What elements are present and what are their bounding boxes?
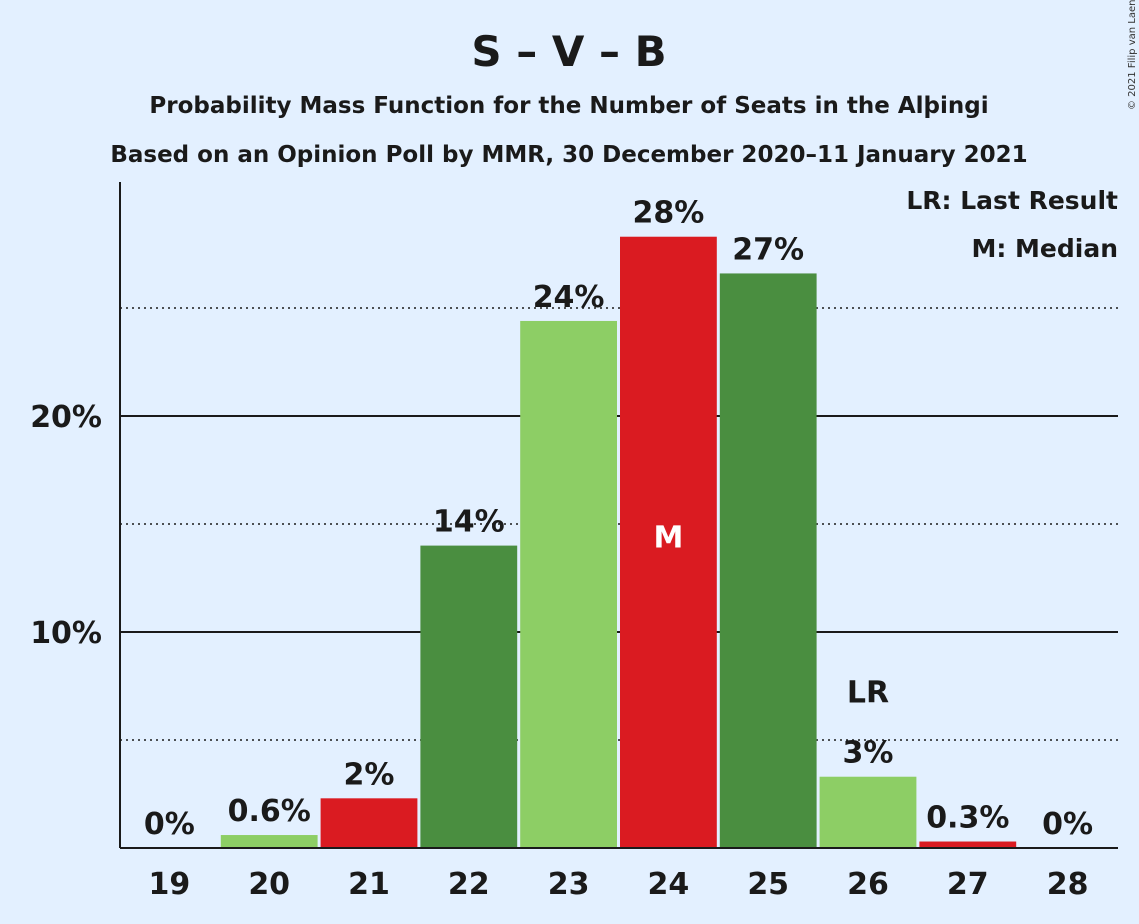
data-labels: 0% 0.6% 2% 14% 24% 28% M 27% 3% LR 0.3% 0% — [144, 196, 1093, 842]
data-label-22: 14% — [433, 505, 505, 540]
data-label-25: 27% — [732, 232, 804, 267]
bar-24 — [620, 236, 717, 849]
chart-source: Based on an Opinion Poll by MMR, 30 Dece… — [110, 142, 1027, 168]
legend-last-result: LR: Last Result — [906, 186, 1118, 215]
grid-lines — [120, 307, 1118, 741]
last-result-marker: LR — [847, 676, 889, 711]
median-marker: M — [653, 521, 683, 556]
bar-20 — [220, 835, 318, 848]
data-label-21: 2% — [344, 757, 395, 792]
bar-21 — [320, 798, 418, 848]
data-label-26: 3% — [843, 736, 894, 771]
x-tick-label-20: 20 — [248, 867, 290, 902]
y-axis: 10% 20% — [30, 182, 1118, 849]
x-tick-label-28: 28 — [1047, 867, 1089, 902]
x-tick-label-26: 26 — [847, 867, 889, 902]
y-tick-label-0: 10% — [30, 616, 102, 651]
chart-title: S – V – B — [471, 27, 666, 76]
bar-22 — [420, 545, 518, 848]
x-axis: 19 20 21 22 23 24 25 26 27 28 — [149, 867, 1089, 902]
data-label-19: 0% — [144, 807, 195, 842]
x-tick-label-22: 22 — [448, 867, 490, 902]
x-tick-label-25: 25 — [747, 867, 789, 902]
data-label-20: 0.6% — [228, 794, 311, 829]
chart-subtitle: Probability Mass Function for the Number… — [149, 93, 988, 119]
legend-median: M: Median — [971, 234, 1118, 263]
bar-26 — [819, 776, 917, 848]
data-label-27: 0.3% — [926, 801, 1009, 836]
data-label-28: 0% — [1042, 807, 1093, 842]
x-tick-label-23: 23 — [548, 867, 590, 902]
bar-23 — [520, 320, 617, 849]
bar-27 — [919, 841, 1017, 848]
x-tick-label-24: 24 — [648, 867, 690, 902]
data-label-24: 28% — [632, 196, 704, 231]
x-tick-label-27: 27 — [947, 867, 989, 902]
x-tick-label-19: 19 — [149, 867, 191, 902]
bars — [220, 236, 1017, 849]
x-tick-label-21: 21 — [348, 867, 390, 902]
copyright-note: © 2021 Filip van Laenen — [1127, 0, 1138, 110]
bar-25 — [719, 273, 817, 848]
data-label-23: 24% — [533, 280, 605, 315]
y-tick-label-1: 20% — [30, 400, 102, 435]
